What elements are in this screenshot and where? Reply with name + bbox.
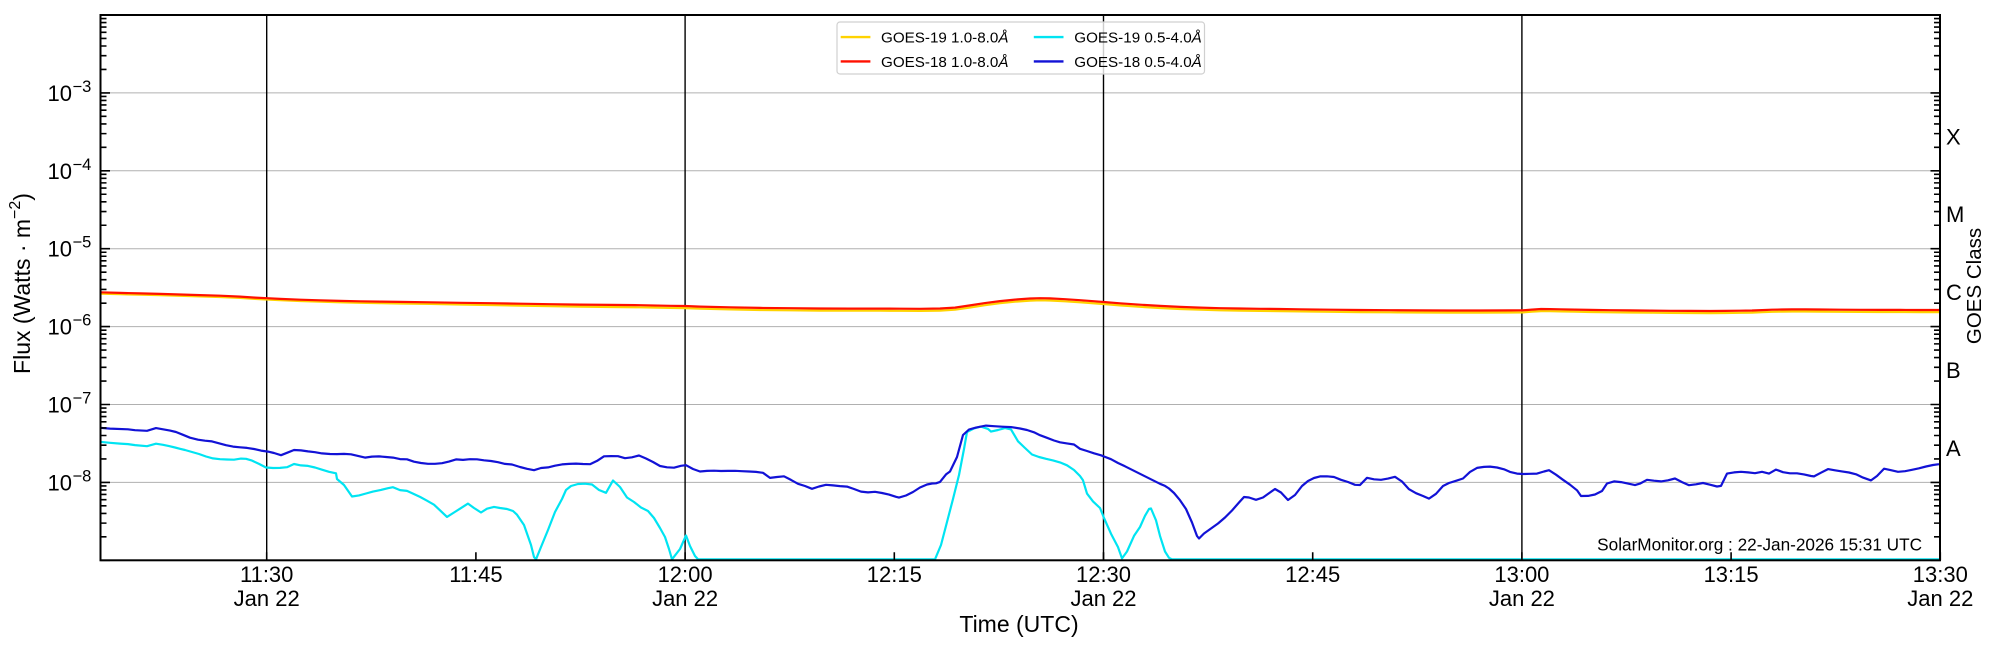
svg-text:12:00: 12:00: [658, 562, 713, 587]
svg-text:A: A: [1946, 436, 1961, 461]
svg-text:10: 10: [48, 159, 72, 184]
svg-text:GOES-19 0.5-4.0Å: GOES-19 0.5-4.0Å: [1074, 30, 1201, 47]
svg-text:−7: −7: [73, 390, 92, 408]
svg-text:−6: −6: [73, 312, 92, 330]
svg-text:Jan 22: Jan 22: [1489, 586, 1555, 611]
svg-text:Jan 22: Jan 22: [234, 586, 300, 611]
svg-text:C: C: [1946, 280, 1962, 305]
svg-text:−4: −4: [73, 156, 92, 174]
svg-text:−3: −3: [73, 78, 92, 96]
svg-text:GOES Class: GOES Class: [1963, 228, 1986, 344]
svg-text:11:30: 11:30: [240, 562, 293, 587]
svg-text:−8: −8: [73, 467, 92, 485]
svg-text:11:45: 11:45: [449, 562, 502, 587]
svg-text:SolarMonitor.org : 22-Jan-2026: SolarMonitor.org : 22-Jan-2026 15:31 UTC: [1597, 535, 1922, 555]
svg-text:Flux (Watts · m−2): Flux (Watts · m−2): [7, 193, 35, 374]
svg-text:−5: −5: [73, 234, 92, 252]
svg-text:X: X: [1946, 124, 1961, 149]
svg-text:Time (UTC): Time (UTC): [959, 611, 1078, 637]
svg-text:13:00: 13:00: [1494, 562, 1549, 587]
svg-text:GOES-18 1.0-8.0Å: GOES-18 1.0-8.0Å: [881, 54, 1008, 71]
svg-text:12:30: 12:30: [1076, 562, 1131, 587]
svg-text:13:30: 13:30: [1913, 562, 1968, 587]
svg-text:10: 10: [48, 81, 72, 106]
svg-text:Jan 22: Jan 22: [1070, 586, 1136, 611]
svg-text:GOES-18 0.5-4.0Å: GOES-18 0.5-4.0Å: [1074, 54, 1201, 71]
svg-text:10: 10: [48, 393, 72, 418]
svg-text:12:15: 12:15: [867, 562, 922, 587]
svg-text:B: B: [1946, 358, 1961, 383]
svg-text:Jan 22: Jan 22: [1907, 586, 1973, 611]
svg-text:10: 10: [48, 237, 72, 262]
svg-text:10: 10: [48, 315, 72, 340]
svg-text:12:45: 12:45: [1285, 562, 1340, 587]
svg-text:Jan 22: Jan 22: [652, 586, 718, 611]
svg-text:M: M: [1946, 202, 1964, 227]
svg-text:10: 10: [48, 470, 72, 495]
svg-text:13:15: 13:15: [1704, 562, 1759, 587]
svg-text:GOES-19 1.0-8.0Å: GOES-19 1.0-8.0Å: [881, 30, 1008, 47]
